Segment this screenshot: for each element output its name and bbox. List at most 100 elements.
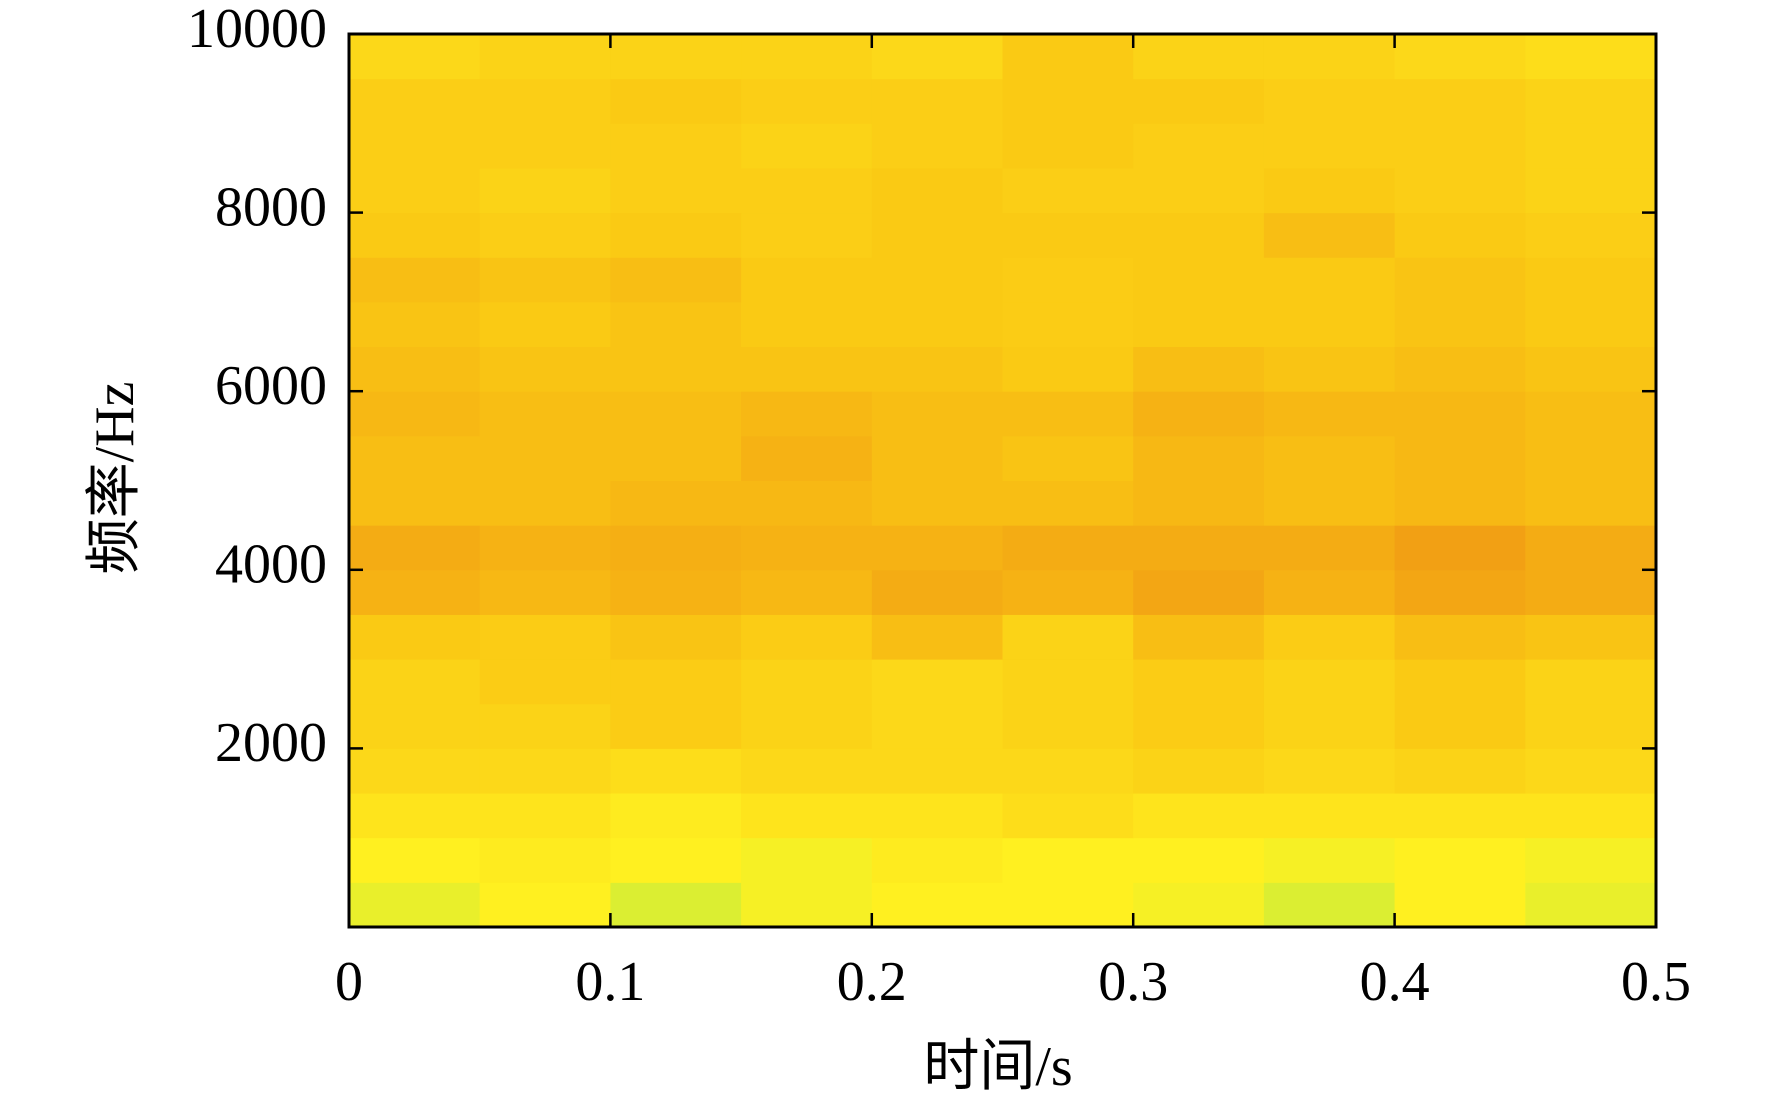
heatmap-cell bbox=[1133, 703, 1265, 749]
heatmap-cell bbox=[741, 569, 873, 615]
heatmap-cell bbox=[1394, 659, 1526, 705]
heatmap-cell bbox=[1002, 257, 1134, 303]
heatmap-cell bbox=[610, 123, 742, 169]
heatmap-cell bbox=[741, 837, 873, 883]
heatmap-cell bbox=[871, 882, 1003, 928]
heatmap-cell bbox=[610, 212, 742, 258]
heatmap-cell bbox=[610, 78, 742, 124]
y-tick-label: 8000 bbox=[215, 176, 327, 238]
heatmap-cell bbox=[1394, 346, 1526, 392]
heatmap-cell bbox=[610, 257, 742, 303]
heatmap-cell bbox=[1002, 882, 1134, 928]
heatmap-cell bbox=[1263, 882, 1396, 928]
heatmap-cell bbox=[610, 703, 742, 749]
heatmap-cell bbox=[349, 212, 481, 258]
heatmap-cell bbox=[349, 78, 481, 124]
heatmap-cell bbox=[1002, 793, 1134, 839]
heatmap-cell bbox=[1525, 346, 1657, 392]
heatmap-cell bbox=[1394, 167, 1526, 214]
heatmap-cell bbox=[741, 78, 873, 124]
heatmap-cell bbox=[1525, 748, 1657, 794]
heatmap-cell bbox=[1525, 703, 1657, 749]
heatmap-cell bbox=[479, 748, 611, 794]
heatmap-cell bbox=[349, 167, 481, 214]
heatmap-cell bbox=[871, 301, 1003, 348]
heatmap-cell bbox=[1263, 703, 1396, 749]
heatmap-cell bbox=[479, 346, 611, 392]
heatmap-cell bbox=[741, 34, 873, 80]
heatmap-cell bbox=[1002, 391, 1134, 437]
heatmap-cell bbox=[1133, 748, 1265, 794]
heatmap-cell bbox=[479, 882, 611, 928]
heatmap-cell bbox=[1525, 123, 1657, 169]
heatmap-cell bbox=[610, 525, 742, 571]
heatmap-cell bbox=[1002, 212, 1134, 258]
heatmap-cell bbox=[871, 748, 1003, 794]
heatmap-cell bbox=[1263, 123, 1396, 169]
heatmap-cell bbox=[349, 525, 481, 571]
heatmap-cell bbox=[871, 525, 1003, 571]
heatmap-cell bbox=[1394, 793, 1526, 839]
heatmap-cell bbox=[741, 167, 873, 214]
heatmap-cell bbox=[1394, 480, 1526, 526]
heatmap-cell bbox=[610, 614, 742, 660]
heatmap-cell bbox=[1133, 659, 1265, 705]
heatmap-cell bbox=[349, 435, 481, 481]
heatmap-cell bbox=[1002, 614, 1134, 660]
heatmap-cell bbox=[741, 301, 873, 348]
x-tick-label: 0.2 bbox=[837, 951, 907, 1013]
heatmap-cell bbox=[1394, 435, 1526, 481]
heatmap-cell bbox=[741, 525, 873, 571]
heatmap-cell bbox=[1263, 78, 1396, 124]
heatmap-cell bbox=[1525, 659, 1657, 705]
heatmap-cell bbox=[1133, 391, 1265, 437]
heatmap-cell bbox=[1525, 837, 1657, 883]
heatmap-cell bbox=[610, 659, 742, 705]
heatmap-cell bbox=[1263, 435, 1396, 481]
heatmap-cell bbox=[479, 34, 611, 80]
heatmap-cell bbox=[349, 793, 481, 839]
y-tick-label: 2000 bbox=[215, 712, 327, 774]
heatmap-cell bbox=[741, 659, 873, 705]
heatmap-cell bbox=[871, 435, 1003, 481]
heatmap-cell bbox=[1525, 882, 1657, 928]
heatmap-cell bbox=[871, 569, 1003, 615]
heatmap-cell bbox=[479, 167, 611, 214]
heatmap-cell bbox=[349, 703, 481, 749]
heatmap-cell bbox=[1002, 123, 1134, 169]
heatmap-cell bbox=[1525, 569, 1657, 615]
y-axis-label: 频率/Hz bbox=[84, 382, 146, 575]
heatmap-cell bbox=[1263, 212, 1396, 258]
heatmap-cell bbox=[1525, 34, 1657, 80]
heatmap-cell bbox=[741, 435, 873, 481]
heatmap-cell bbox=[1394, 614, 1526, 660]
heatmap-cell bbox=[741, 212, 873, 258]
heatmap-cell bbox=[741, 346, 873, 392]
heatmap-cell bbox=[1525, 793, 1657, 839]
heatmap-cell bbox=[1133, 346, 1265, 392]
heatmap-cell bbox=[1263, 301, 1396, 348]
heatmap-cell bbox=[349, 748, 481, 794]
heatmap-cell bbox=[479, 569, 611, 615]
heatmap-cell bbox=[1394, 123, 1526, 169]
heatmap-cell bbox=[479, 212, 611, 258]
heatmap-cell bbox=[610, 391, 742, 437]
x-tick-label: 0.4 bbox=[1360, 951, 1430, 1013]
heatmap-cell bbox=[741, 703, 873, 749]
heatmap-cell bbox=[1263, 569, 1396, 615]
plot-frame bbox=[347, 32, 1658, 929]
heatmap-cell bbox=[1002, 748, 1134, 794]
heatmap-cell bbox=[741, 882, 873, 928]
heatmap-cell bbox=[1394, 391, 1526, 437]
heatmap-cell bbox=[1394, 882, 1526, 928]
heatmap-cell bbox=[1263, 34, 1396, 80]
heatmap-cell bbox=[479, 301, 611, 348]
heatmap bbox=[349, 34, 1657, 928]
heatmap-cell bbox=[1525, 301, 1657, 348]
heatmap-cell bbox=[610, 837, 742, 883]
x-tick-label: 0.1 bbox=[575, 951, 645, 1013]
heatmap-cell bbox=[871, 167, 1003, 214]
heatmap-cell bbox=[610, 569, 742, 615]
heatmap-cell bbox=[741, 748, 873, 794]
heatmap-cell bbox=[1002, 34, 1134, 80]
